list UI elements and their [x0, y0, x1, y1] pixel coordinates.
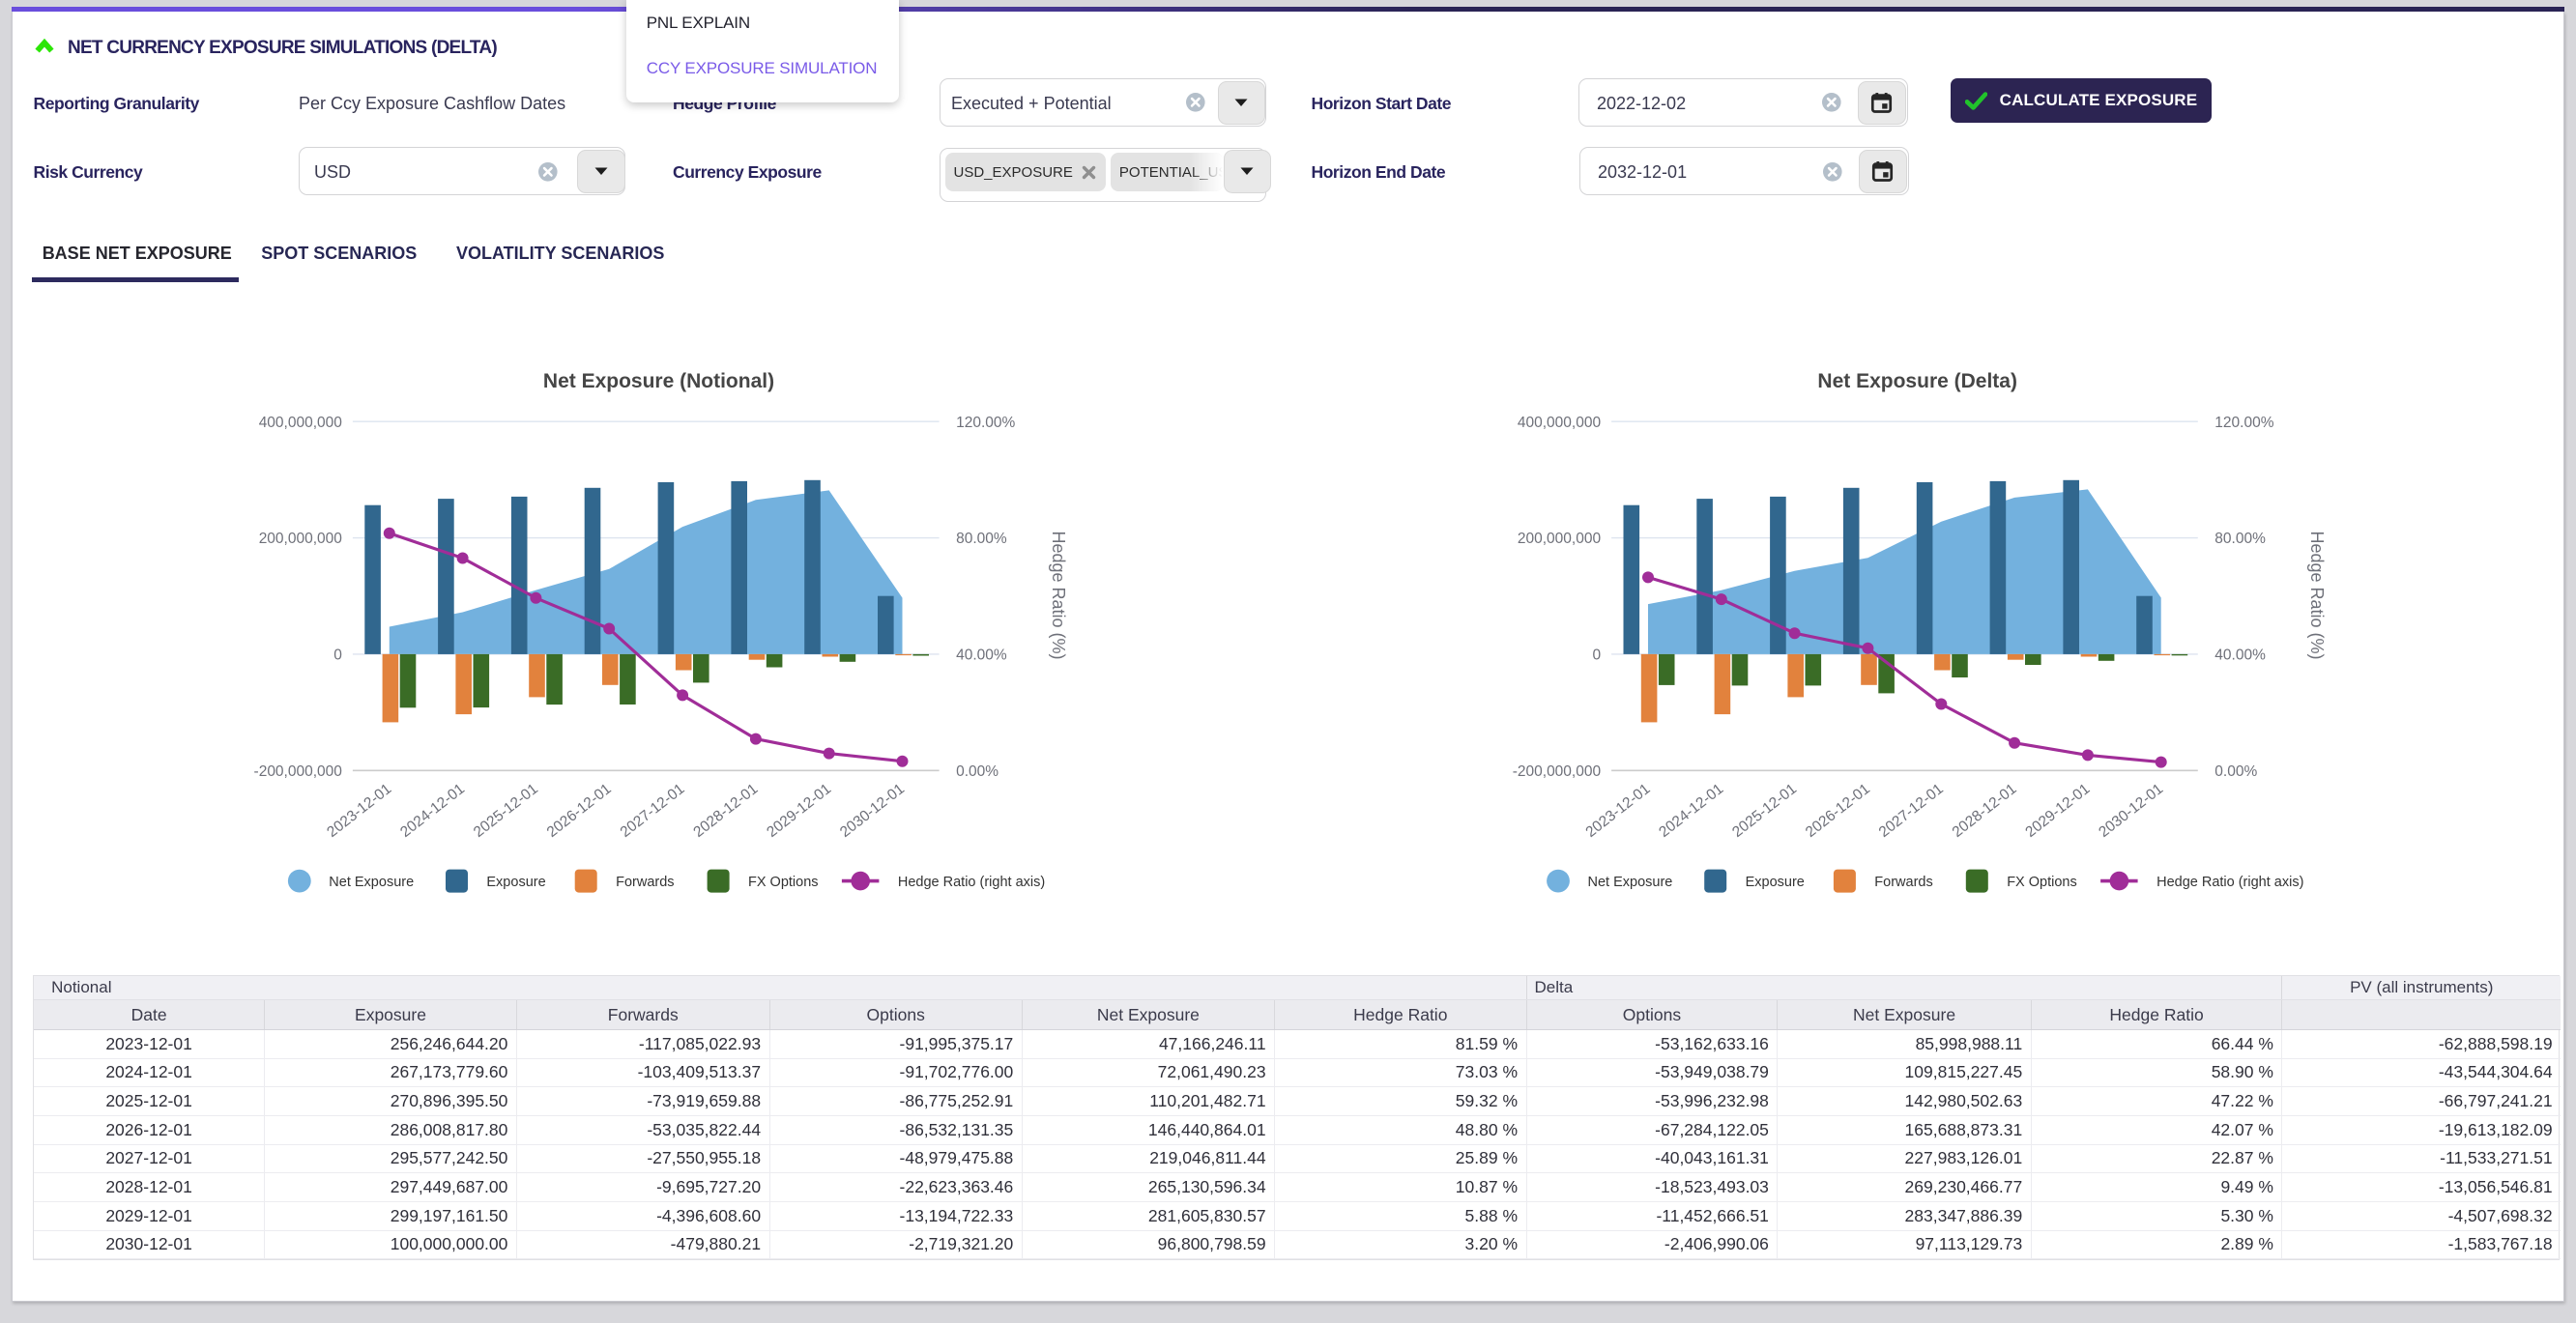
- svg-text:200,000,000: 200,000,000: [259, 531, 343, 547]
- svg-text:80.00%: 80.00%: [956, 531, 1007, 547]
- svg-text:FX Options: FX Options: [2007, 875, 2077, 890]
- svg-text:80.00%: 80.00%: [2214, 531, 2266, 547]
- svg-text:2029-12-01: 2029-12-01: [764, 781, 834, 841]
- svg-text:40.00%: 40.00%: [956, 647, 1007, 664]
- svg-text:2030-12-01: 2030-12-01: [837, 781, 908, 841]
- svg-text:-200,000,000: -200,000,000: [254, 763, 343, 780]
- svg-text:0: 0: [1592, 647, 1601, 664]
- svg-text:2025-12-01: 2025-12-01: [1729, 781, 1800, 841]
- svg-text:-200,000,000: -200,000,000: [1513, 763, 1602, 780]
- svg-text:0.00%: 0.00%: [2214, 763, 2257, 780]
- svg-text:Net Exposure (Notional): Net Exposure (Notional): [543, 370, 774, 392]
- svg-text:40.00%: 40.00%: [2214, 647, 2266, 664]
- svg-text:Exposure: Exposure: [486, 875, 545, 890]
- svg-text:2024-12-01: 2024-12-01: [1656, 781, 1726, 841]
- svg-text:2027-12-01: 2027-12-01: [618, 781, 688, 841]
- svg-text:2026-12-01: 2026-12-01: [1803, 781, 1873, 841]
- svg-text:0.00%: 0.00%: [956, 763, 999, 780]
- svg-text:2029-12-01: 2029-12-01: [2022, 781, 2093, 841]
- svg-text:Exposure: Exposure: [1746, 875, 1805, 890]
- svg-text:2028-12-01: 2028-12-01: [1950, 781, 2020, 841]
- svg-text:400,000,000: 400,000,000: [1518, 415, 1602, 431]
- svg-text:Hedge Ratio (%): Hedge Ratio (%): [2307, 531, 2327, 659]
- svg-text:Hedge Ratio (right axis): Hedge Ratio (right axis): [2156, 875, 2303, 890]
- svg-text:Hedge Ratio (right axis): Hedge Ratio (right axis): [898, 875, 1045, 890]
- svg-text:Forwards: Forwards: [1874, 875, 1932, 890]
- svg-text:2030-12-01: 2030-12-01: [2096, 781, 2166, 841]
- svg-text:2023-12-01: 2023-12-01: [1583, 781, 1654, 841]
- svg-text:120.00%: 120.00%: [2214, 415, 2273, 431]
- svg-text:2023-12-01: 2023-12-01: [324, 781, 394, 841]
- svg-text:2026-12-01: 2026-12-01: [544, 781, 615, 841]
- svg-text:2024-12-01: 2024-12-01: [397, 781, 468, 841]
- svg-text:FX Options: FX Options: [748, 875, 819, 890]
- svg-text:Net Exposure: Net Exposure: [329, 875, 414, 890]
- svg-text:Hedge Ratio (%): Hedge Ratio (%): [1049, 531, 1068, 659]
- svg-text:120.00%: 120.00%: [956, 415, 1015, 431]
- svg-text:400,000,000: 400,000,000: [259, 415, 343, 431]
- svg-text:2025-12-01: 2025-12-01: [471, 781, 541, 841]
- svg-text:200,000,000: 200,000,000: [1518, 531, 1602, 547]
- svg-text:2027-12-01: 2027-12-01: [1876, 781, 1947, 841]
- svg-text:2028-12-01: 2028-12-01: [690, 781, 761, 841]
- svg-text:Net Exposure: Net Exposure: [1588, 875, 1673, 890]
- svg-text:Net Exposure (Delta): Net Exposure (Delta): [1817, 370, 2017, 392]
- svg-text:Forwards: Forwards: [616, 875, 674, 890]
- svg-text:0: 0: [333, 647, 342, 664]
